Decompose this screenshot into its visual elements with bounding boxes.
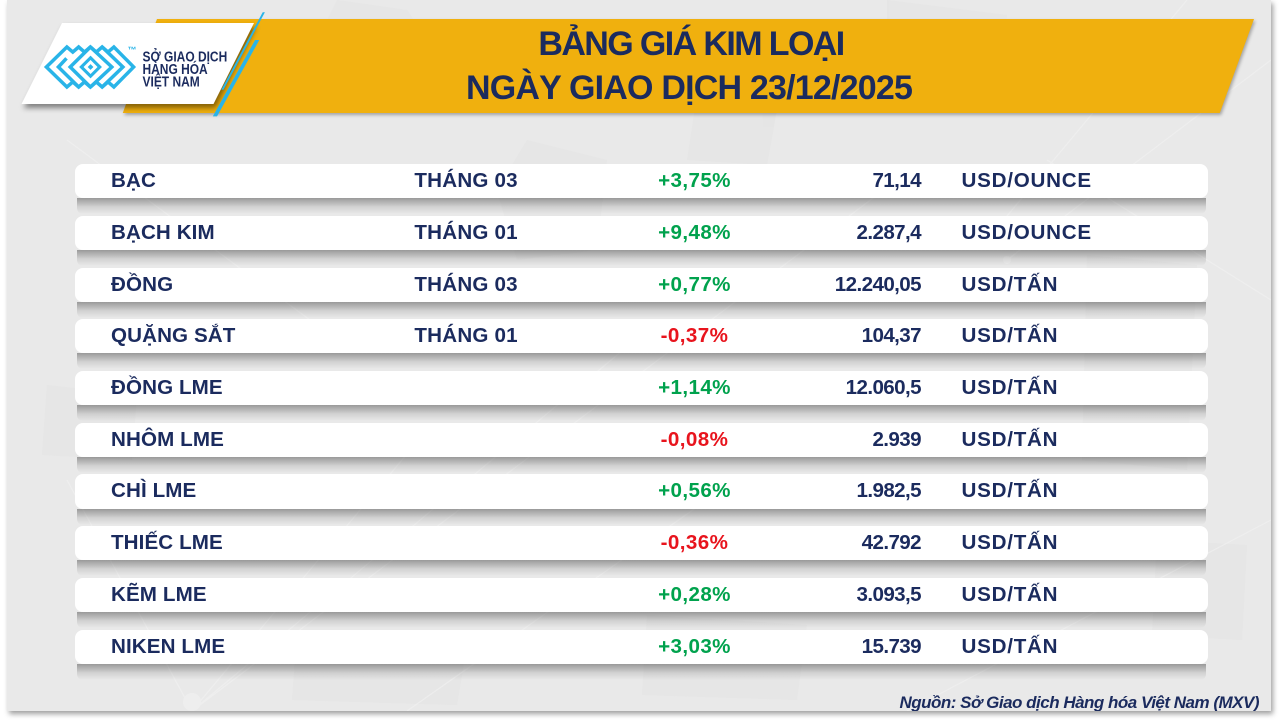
svg-text:SỞ GIAO DỊCH: SỞ GIAO DỊCH xyxy=(143,48,228,64)
svg-text:™: ™ xyxy=(128,45,137,55)
svg-text:HÀNG HÓA: HÀNG HÓA xyxy=(143,61,208,77)
svg-text:VIỆT NAM: VIỆT NAM xyxy=(143,73,200,89)
